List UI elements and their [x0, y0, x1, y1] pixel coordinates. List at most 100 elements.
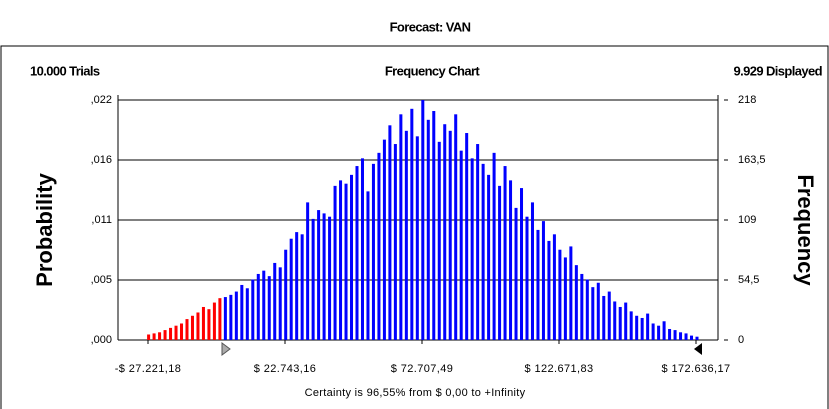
bar — [437, 141, 441, 340]
bar — [651, 323, 655, 340]
bar — [174, 325, 178, 340]
bar — [240, 284, 244, 340]
bar — [574, 265, 578, 340]
bar — [218, 298, 222, 340]
bar — [657, 325, 661, 340]
bar — [190, 315, 194, 340]
x-tick-label: $ 72.707,49 — [391, 363, 454, 375]
subtitle: Frequency Chart — [385, 63, 481, 78]
bar — [328, 216, 332, 340]
bar — [580, 273, 584, 340]
bar — [525, 216, 529, 340]
bar — [629, 311, 633, 340]
bar — [169, 327, 173, 340]
bar — [415, 136, 419, 340]
footer: Certainty is 96,55% from $ 0,00 to +Infi… — [305, 387, 526, 399]
bar — [333, 185, 337, 340]
bar — [635, 315, 639, 340]
bar — [273, 262, 277, 340]
y2-tick-label: 218 — [738, 94, 756, 106]
bar — [640, 317, 644, 340]
bar — [530, 202, 534, 340]
bar — [624, 302, 628, 340]
y-tick-label: ,022 — [91, 94, 112, 106]
y2-tick-label: 54,5 — [738, 274, 759, 286]
y2-tick-label: 163,5 — [738, 154, 766, 166]
bar — [360, 158, 364, 340]
y-tick-label: ,011 — [91, 214, 112, 226]
bar — [448, 130, 452, 340]
bar — [344, 183, 348, 340]
bar — [547, 240, 551, 340]
bar — [602, 295, 606, 340]
x-tick-label: $ 22.743,16 — [254, 363, 317, 375]
bar — [284, 249, 288, 340]
x-tick-label: $ 122.671,83 — [524, 363, 593, 375]
bar — [673, 330, 677, 340]
displayed: 9.929 Displayed — [733, 63, 822, 78]
upper-grabber[interactable] — [694, 343, 702, 355]
bar — [552, 234, 556, 340]
bar — [481, 163, 485, 340]
bar — [289, 238, 293, 340]
bar — [470, 158, 474, 340]
bar — [585, 279, 589, 340]
bar — [536, 229, 540, 340]
bar — [492, 152, 496, 340]
bar — [377, 152, 381, 340]
y-tick-label: ,005 — [91, 274, 112, 286]
bar — [509, 180, 513, 340]
bar — [382, 139, 386, 340]
bar — [563, 257, 567, 340]
bar — [410, 108, 414, 340]
bar — [300, 234, 304, 340]
x-tick-label: -$ 27.221,18 — [115, 363, 182, 375]
bar — [607, 291, 611, 340]
bar — [421, 100, 425, 340]
bar — [459, 150, 463, 340]
x-tick-label: $ 172.636,17 — [661, 363, 730, 375]
bar — [388, 125, 392, 340]
y-tick-label: ,000 — [91, 334, 112, 346]
bar — [558, 249, 562, 340]
bar — [163, 330, 167, 340]
bar — [426, 119, 430, 340]
bar — [207, 309, 211, 340]
bar — [371, 163, 375, 340]
y2-tick-label: 109 — [738, 214, 756, 226]
bar — [476, 144, 480, 340]
lower-grabber[interactable] — [221, 342, 231, 356]
bar — [366, 191, 370, 340]
bar — [596, 282, 600, 340]
bar — [158, 332, 162, 340]
bar — [591, 287, 595, 340]
bar — [245, 288, 249, 340]
frame — [0, 45, 829, 409]
bar — [465, 133, 469, 340]
bar — [256, 273, 260, 340]
bar — [311, 218, 315, 340]
bar — [152, 333, 156, 340]
bar — [432, 111, 436, 340]
y-tick-label: ,016 — [91, 154, 112, 166]
bar — [695, 336, 699, 340]
bar — [295, 232, 299, 340]
bar — [147, 334, 151, 340]
bar — [196, 312, 200, 340]
chart-title: Forecast: VAN — [390, 19, 471, 34]
bar — [201, 306, 205, 340]
bar — [454, 114, 458, 341]
bar — [690, 335, 694, 340]
bar — [613, 301, 617, 340]
trials: 10.000 Trials — [30, 63, 100, 78]
bar — [262, 270, 266, 340]
bar — [267, 276, 271, 340]
bar — [404, 130, 408, 340]
bar — [180, 323, 184, 340]
bar — [679, 332, 683, 340]
bar — [541, 221, 545, 340]
bar — [514, 207, 518, 340]
bar — [185, 319, 189, 340]
